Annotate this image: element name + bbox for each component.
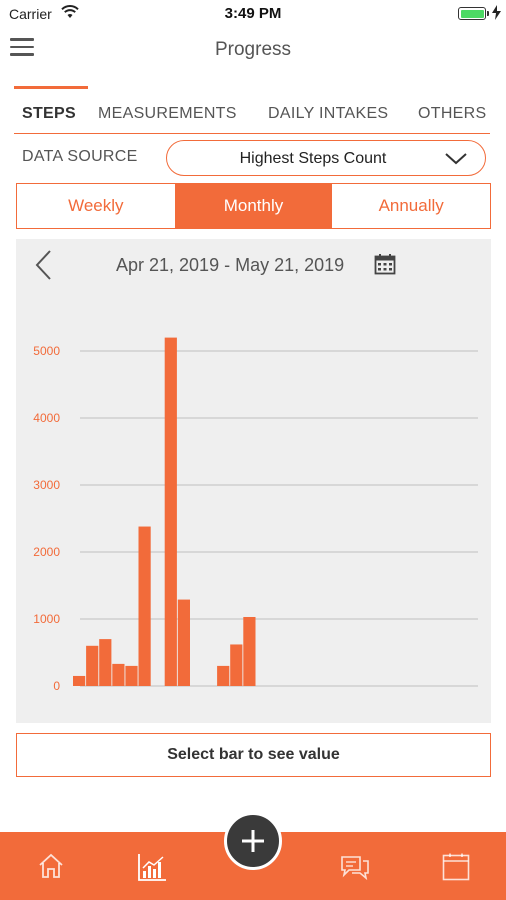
segment-annually[interactable]: Annually <box>378 196 444 215</box>
segment-weekly[interactable]: Weekly <box>68 196 124 215</box>
period-selector: Weekly Monthly Annually <box>16 183 491 229</box>
chat-icon[interactable] <box>340 853 370 881</box>
segment-monthly[interactable]: Monthly <box>174 184 333 228</box>
home-icon[interactable] <box>37 853 65 879</box>
chart-bar[interactable] <box>73 675 86 686</box>
chart-bar[interactable] <box>230 644 243 686</box>
date-range: Apr 21, 2019 - May 21, 2019 <box>116 255 345 275</box>
y-tick-label: 3000 <box>33 478 60 492</box>
page-title: Progress <box>214 39 292 60</box>
calendar-icon[interactable] <box>374 253 396 275</box>
tab-measurements[interactable]: MEASUREMENTS <box>98 105 237 122</box>
chart-bar[interactable] <box>99 639 112 686</box>
data-source-value: Highest Steps Count <box>239 150 387 167</box>
y-tick-label: 5000 <box>33 344 60 358</box>
y-tick-label: 2000 <box>33 545 60 559</box>
chart-bar[interactable] <box>125 665 138 686</box>
selected-value-box: Select bar to see value <box>16 733 491 777</box>
chart-bar[interactable] <box>164 337 177 686</box>
y-tick-label: 0 <box>53 679 60 693</box>
battery-icon <box>458 7 489 20</box>
tab-daily-intakes[interactable]: DAILY INTAKES <box>268 105 389 122</box>
add-entry-button[interactable] <box>224 812 282 870</box>
tab-steps[interactable]: STEPS <box>22 105 76 122</box>
chart-bar[interactable] <box>243 616 256 686</box>
active-tab-indicator <box>14 86 88 89</box>
hamburger-menu-icon[interactable] <box>10 38 36 60</box>
plus-icon <box>242 830 264 852</box>
chart-icon[interactable] <box>137 853 167 881</box>
y-tick-label: 1000 <box>33 612 60 626</box>
chart-bar[interactable] <box>177 599 190 686</box>
carrier-label: Carrier <box>9 6 52 22</box>
tab-others[interactable]: OTHERS <box>418 105 487 122</box>
status-bar: Carrier 3:49 PM <box>0 0 506 28</box>
chevron-left-icon[interactable] <box>34 249 54 281</box>
tab-divider <box>14 133 490 134</box>
data-source-dropdown[interactable]: Highest Steps Count <box>166 140 486 176</box>
chart-bar[interactable] <box>112 663 125 686</box>
chevron-down-icon <box>445 153 467 165</box>
y-tick-label: 4000 <box>33 411 60 425</box>
charging-icon <box>492 5 501 20</box>
calendar-icon[interactable] <box>442 853 470 881</box>
wifi-icon <box>61 5 79 18</box>
data-source-label: DATA SOURCE <box>22 148 138 165</box>
chart-bar[interactable] <box>138 526 151 686</box>
chart-bar[interactable] <box>86 645 99 686</box>
steps-bar-chart: 0 1000 2000 3000 4000 5000 <box>33 337 478 693</box>
chart-bar[interactable] <box>217 665 230 686</box>
clock: 3:49 PM <box>224 5 282 22</box>
chart-panel: 0 1000 2000 3000 4000 5000 Apr 21, 2019 - May… <box>16 239 491 723</box>
